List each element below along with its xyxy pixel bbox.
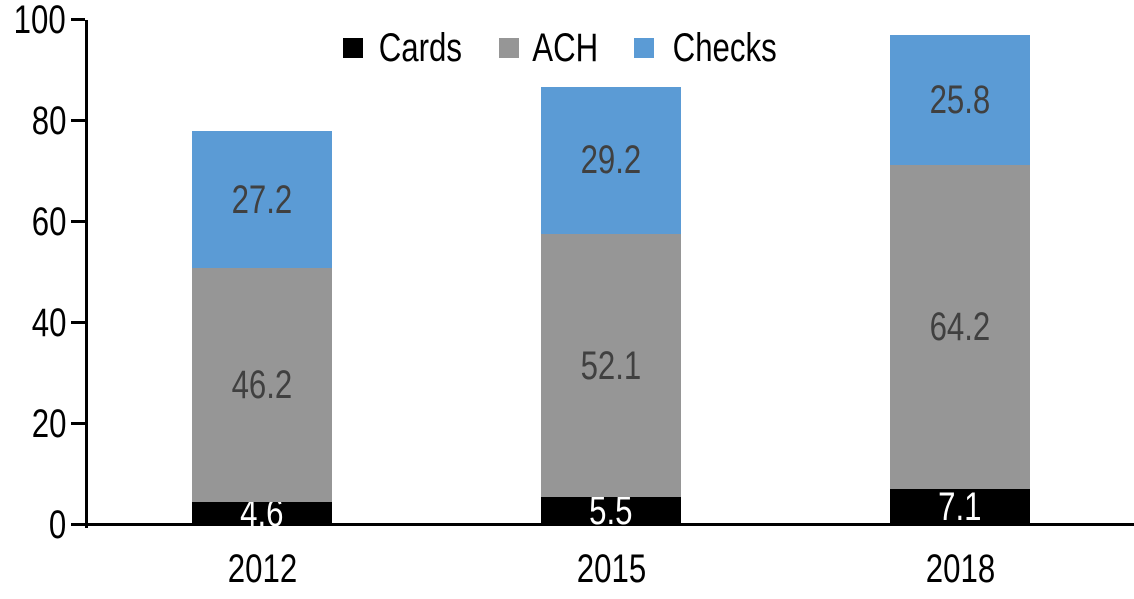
legend-item-checks: Checks: [633, 26, 791, 70]
legend-swatch-cards-icon: [342, 38, 363, 58]
y-axis-tick-label-text: 80: [31, 99, 66, 143]
y-axis-tick-label: 100: [0, 0, 66, 41]
x-axis-label-2015: 2015: [521, 549, 701, 589]
x-axis-label-2012: 2012: [172, 549, 352, 589]
legend-item-ach: ACH: [499, 28, 607, 68]
legend-swatch-checks-icon: [633, 38, 654, 58]
bar-segment-cards-2018: 7.1: [890, 485, 1030, 530]
bar-segment-checks-2018: 25.8: [890, 34, 1030, 165]
y-tick: [71, 422, 85, 425]
legend-swatch-ach-icon: [499, 38, 520, 58]
bar-segment-ach-2012: 46.2: [192, 268, 332, 502]
bar-segment-ach-2015: 52.1: [541, 234, 681, 498]
legend-label-ach: ACH: [532, 26, 599, 70]
x-axis-label-text: 2018: [925, 547, 995, 591]
bar-segment-ach-2018: 64.2: [890, 164, 1030, 490]
legend-item-cards: Cards: [342, 26, 474, 70]
x-axis-label-text: 2015: [576, 547, 646, 591]
bar-segment-value-label: 25.8: [929, 77, 991, 122]
y-axis-tick-label-text: 60: [31, 200, 66, 244]
y-axis-tick-label-text: 0: [48, 503, 66, 547]
bar-segment-checks-2012: 27.2: [192, 131, 332, 269]
bar-segment-value-label: 46.2: [231, 363, 293, 408]
y-axis-tick-label-text: 20: [31, 402, 66, 446]
bar-segment-cards-2015: 5.5: [541, 491, 681, 531]
y-axis-tick-label-text: 40: [31, 301, 66, 345]
y-axis-tick-label: 40: [0, 302, 66, 344]
y-tick: [71, 321, 85, 324]
bar-segment-checks-2015: 29.2: [541, 86, 681, 235]
y-axis-line: [85, 20, 88, 528]
y-tick: [71, 18, 85, 21]
y-axis-tick-label: 0: [0, 504, 66, 546]
y-axis-tick-label-text: 100: [13, 0, 66, 42]
bar-segment-value-label: 27.2: [231, 177, 293, 222]
x-axis-label-2018: 2018: [870, 549, 1050, 589]
bar-segment-value-label: 7.1: [938, 485, 982, 530]
legend-label-cards: Cards: [378, 26, 462, 70]
y-axis-tick-label: 80: [0, 100, 66, 142]
y-axis-tick-label: 60: [0, 201, 66, 243]
x-axis-label-text: 2012: [227, 547, 297, 591]
y-tick: [71, 523, 85, 526]
bar-segment-cards-2012: 4.6: [192, 493, 332, 533]
bar-segment-value-label: 52.1: [580, 343, 642, 388]
y-axis-tick-label: 20: [0, 403, 66, 445]
bar-segment-value-label: 5.5: [589, 489, 633, 534]
bar-segment-value-label: 29.2: [580, 138, 642, 183]
y-tick: [71, 220, 85, 223]
chart-legend: Cards ACH Checks: [0, 27, 1134, 69]
bar-segment-value-label: 64.2: [929, 305, 991, 350]
y-tick: [71, 119, 85, 122]
legend-label-checks: Checks: [672, 26, 777, 70]
